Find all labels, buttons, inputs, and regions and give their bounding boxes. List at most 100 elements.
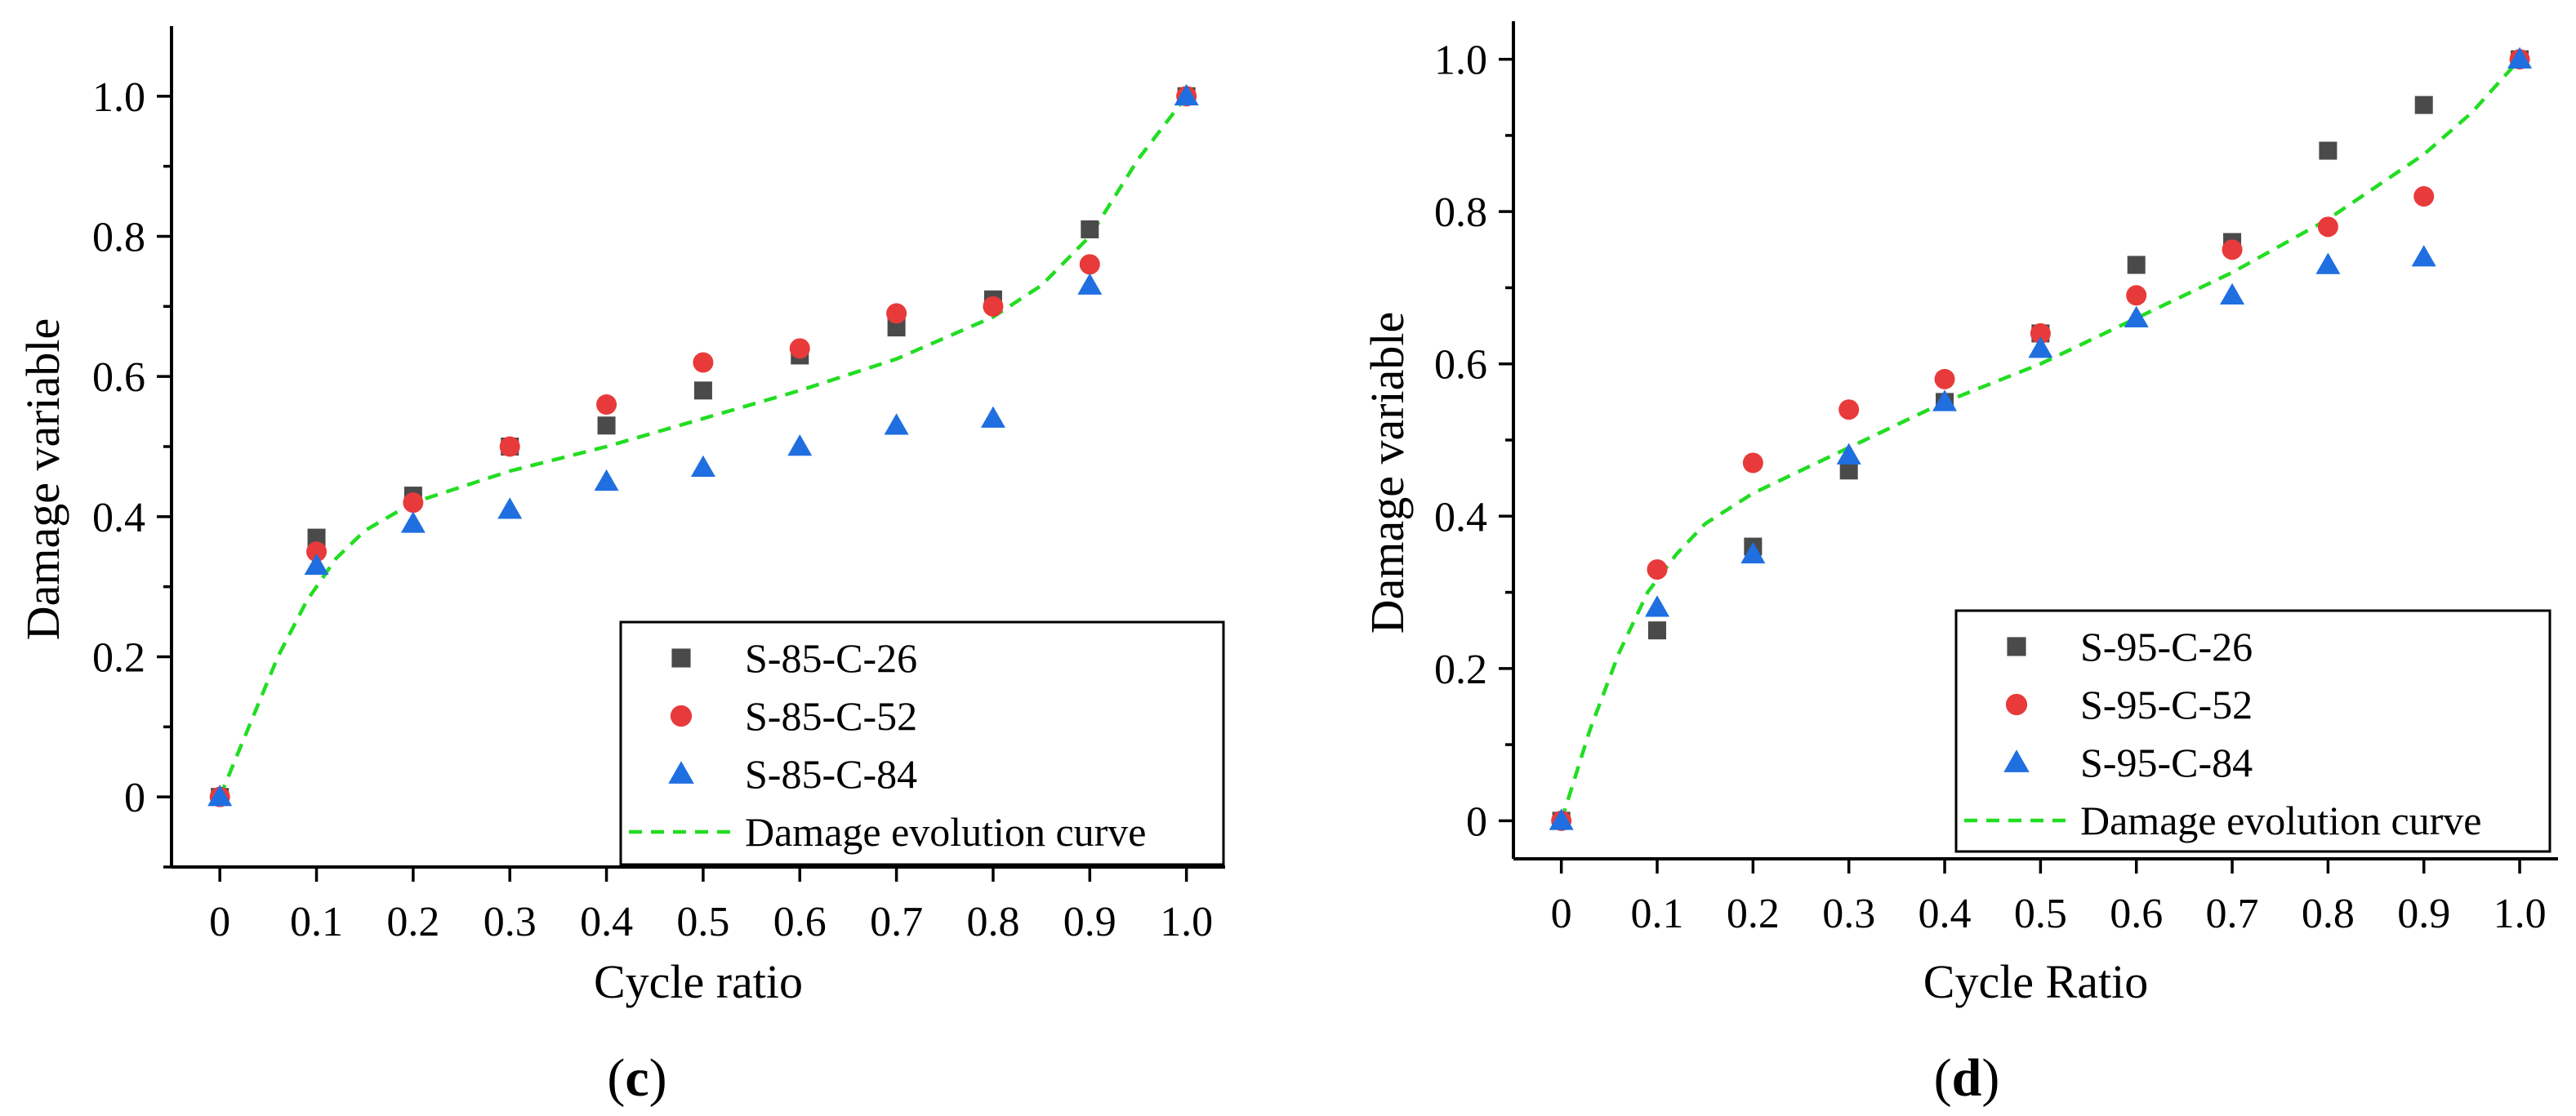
- legend-label: S-85-C-52: [745, 693, 917, 739]
- data-point-s-85-c-26: [1081, 220, 1099, 238]
- data-point-s-85-c-52: [886, 303, 907, 324]
- data-point-s-95-c-84: [2315, 252, 2341, 274]
- data-point-s-85-c-52: [403, 492, 424, 514]
- legend-label: Damage evolution curve: [2080, 798, 2481, 843]
- damage-evolution-curve: [218, 95, 1188, 798]
- x-tick-label: 0.2: [386, 899, 439, 945]
- x-tick-label: 1.0: [2494, 891, 2547, 937]
- x-tick-label: 0.3: [484, 899, 537, 945]
- data-point-s-95-c-84: [1549, 808, 1574, 830]
- data-point-s-85-c-52: [596, 394, 617, 415]
- data-point-s-85-c-52: [693, 352, 714, 373]
- data-point-s-95-c-26: [1648, 621, 1667, 640]
- x-tick-label: 0.9: [1063, 899, 1116, 945]
- data-point-s-85-c-52: [499, 436, 520, 457]
- data-point-s-95-c-84: [1932, 389, 1958, 411]
- x-tick-label: 0.5: [2014, 891, 2067, 937]
- panel-letter: c: [625, 1048, 648, 1108]
- legend: S-95-C-26 S-95-C-52 S-95-C-84 Damage evolut…: [1954, 609, 2551, 853]
- x-tick-label: 1.0: [1160, 899, 1213, 945]
- y-tick-label: 1.0: [92, 74, 145, 121]
- data-point-s-85-c-84: [400, 511, 426, 533]
- damage-evolution-curve: [1559, 58, 2521, 822]
- data-point-s-95-c-84: [2124, 305, 2149, 328]
- x-tick-label: 0.1: [1631, 891, 1684, 937]
- legend-label: S-95-C-84: [2080, 740, 2253, 785]
- data-point-s-95-c-52: [2222, 239, 2243, 260]
- x-tick-label: 0.4: [1919, 891, 1972, 937]
- data-point-s-95-c-84: [1740, 541, 1766, 564]
- x-tick-label: 0.5: [676, 899, 729, 945]
- x-axis-title: Cycle Ratio: [1923, 955, 2148, 1008]
- legend: S-85-C-26 S-85-C-52 S-85-C-84 Damage evolut…: [619, 620, 1225, 866]
- data-point-s-95-c-26: [2319, 141, 2338, 160]
- data-point-s-95-c-84: [1836, 442, 1861, 465]
- data-point-s-95-c-52: [2317, 216, 2338, 238]
- data-point-s-85-c-84: [1077, 273, 1103, 295]
- data-point-s-95-c-84: [2220, 282, 2245, 305]
- x-tick-label: 0.6: [773, 899, 827, 945]
- data-point-s-95-c-52: [2126, 285, 2147, 306]
- x-tick-label: 0.7: [870, 899, 923, 945]
- data-point-s-85-c-84: [497, 497, 523, 519]
- legend-marker-s-85-c-84: [668, 761, 694, 784]
- data-point-s-95-c-26: [2414, 96, 2433, 114]
- y-tick-label: 0.6: [1434, 342, 1487, 389]
- data-point-s-85-c-84: [1174, 83, 1199, 106]
- x-tick-label: 0.3: [1822, 891, 1875, 937]
- data-point-s-95-c-52: [2030, 322, 2051, 344]
- legend-box: [1954, 609, 2551, 853]
- y-tick-label: 0.8: [92, 215, 145, 261]
- data-point-s-95-c-52: [1742, 452, 1763, 474]
- data-point-s-85-c-52: [1079, 254, 1100, 275]
- chart-panel-d: 0 0.2 0.4 0.6 0.8 1.0 0 0.1 0.2 0.3 0.4 0.5 0.6 0.7 0.…: [1361, 21, 2558, 1108]
- x-tick-label: 0.4: [580, 899, 633, 945]
- y-tick-label: 0.2: [1434, 647, 1487, 693]
- data-point-s-85-c-84: [304, 553, 329, 576]
- y-tick-label: 0: [124, 775, 145, 821]
- x-tick-label: 0.9: [2397, 891, 2450, 937]
- data-point-s-85-c-84: [980, 406, 1005, 428]
- legend-marker-s-95-c-84: [2003, 749, 2030, 772]
- x-tick-label: 0: [209, 899, 230, 945]
- panel-letter: d: [1952, 1048, 1982, 1108]
- legend-marker-s-85-c-52: [670, 705, 693, 727]
- legend-label: S-95-C-52: [2080, 682, 2253, 727]
- y-tick-label: 0.4: [1434, 494, 1487, 540]
- data-point-s-95-c-52: [2413, 186, 2435, 207]
- data-point-s-85-c-26: [307, 528, 326, 547]
- data-point-s-95-c-52: [1934, 368, 1955, 389]
- legend-label: S-85-C-84: [745, 751, 917, 797]
- legend-label: S-95-C-26: [2080, 624, 2253, 669]
- data-point-s-95-c-26: [1839, 461, 1858, 480]
- data-point-s-85-c-52: [789, 338, 810, 359]
- legend-marker-s-95-c-52: [2005, 693, 2028, 716]
- data-point-s-85-c-84: [787, 434, 813, 456]
- chart-panel-c: 0 0.2 0.4 0.6 0.8 1.0 0 0.1 0.2 0.3 0.4 0.5 0.6 0.7 0.…: [16, 26, 1225, 1108]
- panel-label: (d): [1934, 1048, 2000, 1108]
- x-tick-label: 0.8: [966, 899, 1019, 945]
- y-tick-label: 0.6: [92, 354, 145, 401]
- data-point-s-95-c-26: [2127, 256, 2146, 274]
- legend-label: S-85-C-26: [745, 635, 917, 681]
- legend-label: Damage evolution curve: [745, 809, 1146, 855]
- legend-marker-s-95-c-26: [2007, 637, 2026, 656]
- data-point-s-85-c-84: [884, 413, 909, 435]
- data-point-s-95-c-84: [2028, 336, 2053, 358]
- y-tick-label: 0.2: [92, 635, 145, 682]
- data-point-s-95-c-84: [2411, 245, 2436, 267]
- y-tick-label: 0.4: [92, 495, 145, 541]
- x-tick-label: 0.7: [2206, 891, 2259, 937]
- data-point-s-85-c-84: [594, 469, 619, 491]
- panel-label: (c): [607, 1048, 666, 1108]
- y-axis-title: Damage variable: [16, 318, 69, 641]
- legend-marker-s-85-c-26: [671, 648, 691, 668]
- data-point-s-85-c-84: [690, 455, 715, 477]
- x-tick-label: 0: [1551, 891, 1572, 937]
- data-point-s-95-c-84: [1645, 595, 1670, 617]
- data-point-s-95-c-52: [1838, 399, 1860, 420]
- x-tick-label: 0.2: [1727, 891, 1780, 937]
- x-axis-title: Cycle ratio: [594, 955, 803, 1008]
- data-point-s-95-c-52: [1647, 559, 1668, 580]
